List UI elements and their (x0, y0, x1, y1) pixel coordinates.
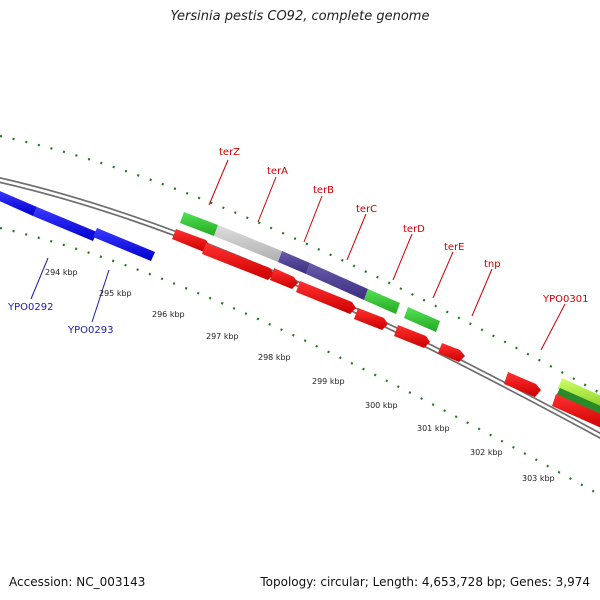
gene-label-terd[interactable]: terD (403, 224, 425, 235)
gene-tnp[interactable] (438, 343, 465, 362)
gene-label-terc[interactable]: terC (356, 204, 377, 215)
gene-label-tnp[interactable]: tnp (484, 259, 501, 270)
gene-label-terb[interactable]: terB (313, 185, 334, 196)
map-title: Yersinia pestis CO92, complete genome (170, 9, 430, 24)
gene-terD[interactable] (354, 289, 400, 330)
gene-label-leaders-bottom (30, 257, 110, 323)
scale-label: 297 kbp (206, 332, 239, 341)
scale-label: 295 kbp (99, 289, 132, 298)
scale-label: 298 kbp (258, 353, 291, 362)
gene-terA[interactable] (202, 225, 282, 280)
gene-label-ypo0301[interactable]: YPO0301 (542, 294, 588, 305)
topology-text: Topology: circular; Length: 4,653,728 bp… (260, 575, 590, 589)
gene-terB[interactable] (270, 251, 310, 289)
genome-backbone (0, 177, 600, 439)
scale-label: 303 kbp (522, 474, 555, 483)
gene-ypo0301[interactable] (504, 372, 600, 430)
scale-label: 302 kbp (470, 448, 503, 457)
accession-text: Accession: NC_003143 (9, 575, 146, 589)
blue-gene-ypo0293[interactable] (93, 228, 155, 261)
scale-label: 301 kbp (417, 424, 450, 433)
scale-label: 300 kbp (365, 401, 398, 410)
gene-label-ypo0293[interactable]: YPO0293 (67, 325, 113, 336)
gene-terZ[interactable] (172, 212, 218, 252)
gene-label-leaders-top (208, 159, 566, 351)
gene-terE[interactable] (394, 307, 440, 348)
gene-label-tera[interactable]: terA (267, 166, 288, 177)
scale-label: 296 kbp (152, 310, 185, 319)
gene-label-terz[interactable]: terZ (219, 147, 240, 158)
gene-label-ypo0292[interactable]: YPO0292 (7, 302, 53, 313)
gene-terC[interactable] (296, 263, 368, 314)
gene-label-tere[interactable]: terE (444, 242, 465, 253)
blue-gene-ypo0292[interactable] (0, 189, 97, 241)
gene-labels-bottom: YPO0292 YPO0293 (7, 302, 113, 336)
gene-labels-top: terZ terA terB terC terD terE tnp YPO030… (219, 147, 588, 305)
scale-label: 299 kbp (312, 377, 345, 386)
scale-labels: 294 kbp 295 kbp 296 kbp 297 kbp 298 kbp … (45, 268, 555, 483)
scale-label: 294 kbp (45, 268, 78, 277)
